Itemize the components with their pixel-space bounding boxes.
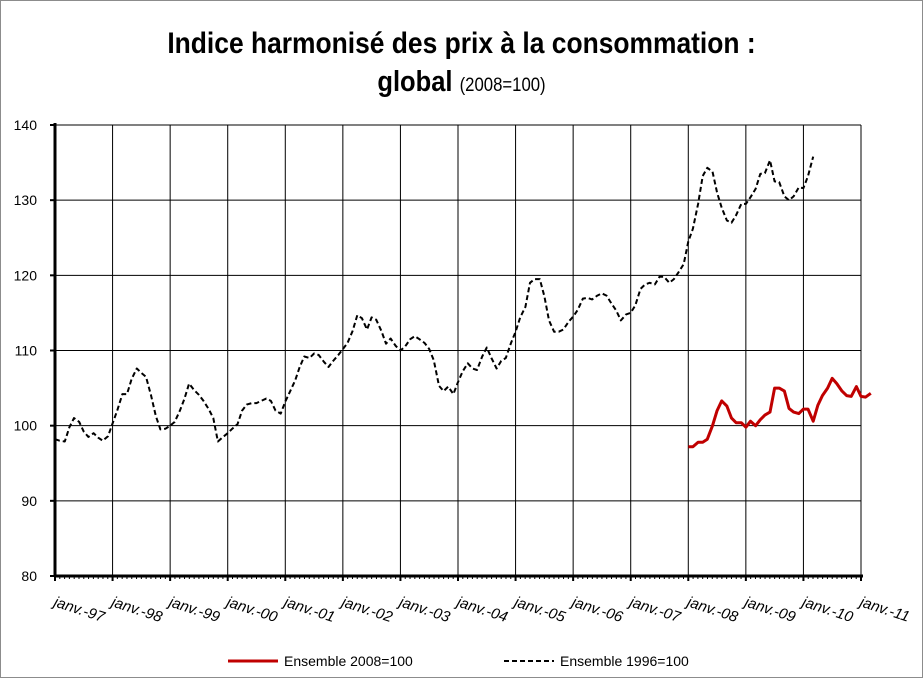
chart-title-line1: Indice harmonisé des prix à la consommat… bbox=[167, 27, 756, 60]
x-tick-label: janv.-07 bbox=[626, 593, 683, 626]
y-tick-label: 140 bbox=[14, 117, 38, 133]
x-tick-label: janv.-05 bbox=[510, 593, 567, 626]
chart-title-note: (2008=100) bbox=[459, 75, 546, 96]
x-tick-label: janv.-06 bbox=[568, 593, 625, 626]
chart-title-main: global bbox=[377, 66, 453, 98]
x-tick-label: janv.-01 bbox=[280, 593, 337, 626]
legend-label-2: Ensemble 1996=100 bbox=[560, 653, 689, 669]
legend-label-1: Ensemble 2008=100 bbox=[284, 653, 413, 669]
y-tick-label: 120 bbox=[14, 267, 38, 283]
x-tick-label: janv.-03 bbox=[395, 593, 452, 626]
y-tick-label: 100 bbox=[14, 418, 38, 434]
x-tick-label: janv.-04 bbox=[453, 593, 510, 626]
x-tick-label: janv.-08 bbox=[683, 593, 740, 626]
y-tick-label: 90 bbox=[21, 493, 37, 509]
series-line-1 bbox=[688, 376, 872, 449]
series-line-2 bbox=[54, 156, 815, 443]
x-tick-label: janv.-99 bbox=[165, 593, 222, 626]
x-tick-label: janv.-10 bbox=[798, 593, 855, 626]
x-tick-label: janv.-02 bbox=[338, 593, 395, 626]
y-tick-label: 110 bbox=[15, 343, 38, 359]
chart-title-line2: global (2008=100) bbox=[55, 66, 867, 99]
x-tick-label: janv.-98 bbox=[107, 593, 164, 626]
x-tick-label: janv.-11 bbox=[856, 593, 912, 626]
x-tick-label: janv.-97 bbox=[50, 593, 107, 626]
x-tick-label: janv.-00 bbox=[223, 593, 280, 626]
y-tick-label: 80 bbox=[21, 568, 37, 584]
y-tick-label: 130 bbox=[14, 192, 38, 208]
x-tick-label: janv.-09 bbox=[741, 593, 798, 626]
